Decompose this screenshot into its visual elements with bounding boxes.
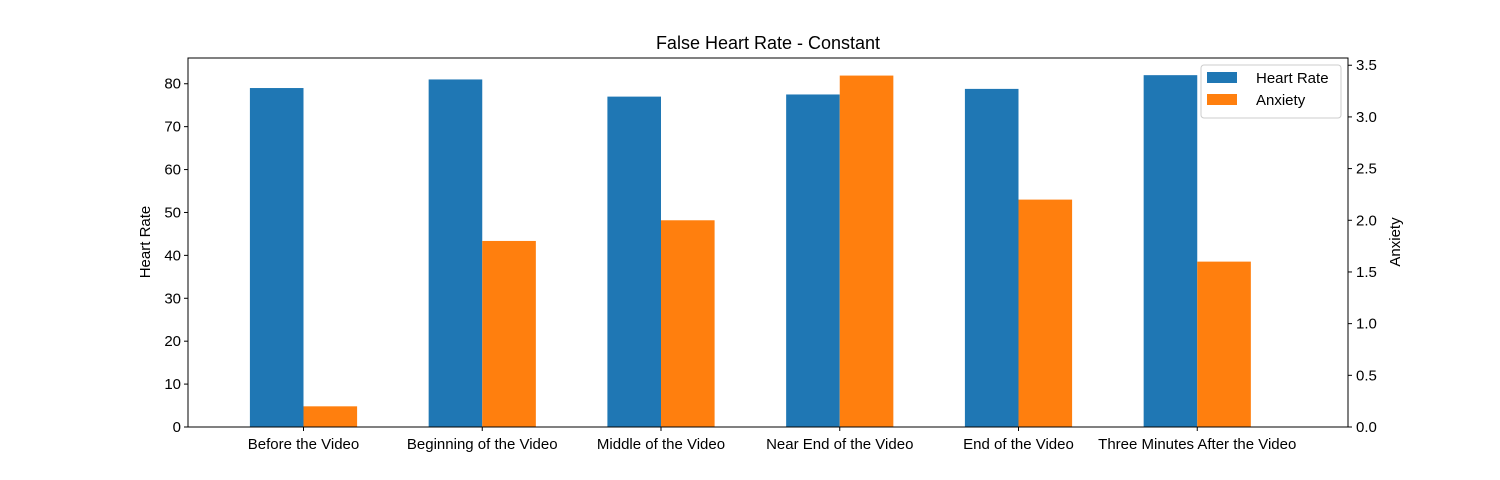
bar-heart-rate-0 xyxy=(249,88,304,427)
y-tick-label-5: 50 xyxy=(164,204,181,221)
x-tick-label-4: End of the Video xyxy=(963,436,1074,453)
y2-tick-label-3: 1.5 xyxy=(1356,264,1377,281)
y-axis-title: Heart Rate xyxy=(137,206,154,279)
x-tick-label-3: Near End of the Video xyxy=(766,436,913,453)
y2-tick-label-4: 2.0 xyxy=(1356,212,1377,229)
bar-heart-rate-5 xyxy=(1143,75,1198,428)
y-tick-label-3: 30 xyxy=(164,290,181,307)
y2-tick-label-5: 2.5 xyxy=(1356,161,1377,178)
legend-swatch-heart-rate xyxy=(1207,72,1237,83)
bar-anxiety-0 xyxy=(303,406,358,427)
right-axis: 0.0 0.5 1.0 1.5 2.0 2.5 3.0 3.5 xyxy=(1348,57,1377,436)
y2-tick-label-2: 1.0 xyxy=(1356,316,1377,333)
x-tick-label-2: Middle of the Video xyxy=(597,436,725,453)
y-tick-label-2: 20 xyxy=(164,333,181,350)
bar-heart-rate-3 xyxy=(786,94,840,427)
plot-area-frame xyxy=(187,57,1349,428)
legend-label-heart-rate: Heart Rate xyxy=(1256,70,1329,87)
left-axis: 0 10 20 30 40 50 60 70 80 xyxy=(164,76,188,436)
bar-anxiety-3 xyxy=(839,75,894,428)
y-tick-label-7: 70 xyxy=(164,119,181,136)
y2-tick-label-0: 0.0 xyxy=(1356,419,1377,436)
y-tick-label-8: 80 xyxy=(164,76,181,93)
y2-tick-label-1: 0.5 xyxy=(1356,367,1377,384)
y-tick-label-6: 60 xyxy=(164,162,181,179)
x-axis: Before the Video Beginning of the Video Mi… xyxy=(248,427,1296,453)
x-tick-label-5: Three Minutes After the Video xyxy=(1098,436,1296,453)
bar-anxiety-1 xyxy=(482,240,536,427)
y-tick-label-4: 40 xyxy=(164,247,181,264)
bar-anxiety-4 xyxy=(1018,199,1073,427)
x-tick-label-1: Beginning of the Video xyxy=(407,436,558,453)
y2-axis-title: Anxiety xyxy=(1387,217,1404,267)
y2-tick-label-6: 3.0 xyxy=(1356,109,1377,126)
bar-heart-rate-2 xyxy=(607,96,661,428)
y-tick-label-0: 0 xyxy=(173,419,181,436)
x-tick-label-0: Before the Video xyxy=(248,436,359,453)
bar-heart-rate-4 xyxy=(964,88,1019,428)
legend-swatch-anxiety xyxy=(1207,94,1237,105)
bar-heart-rate-1 xyxy=(428,79,483,427)
bar-anxiety-5 xyxy=(1197,261,1251,427)
legend: Heart Rate Anxiety xyxy=(1200,64,1342,119)
chart-title: False Heart Rate - Constant xyxy=(656,33,880,53)
legend-label-anxiety: Anxiety xyxy=(1256,92,1306,109)
y-tick-label-1: 10 xyxy=(164,376,181,393)
bar-anxiety-2 xyxy=(661,220,715,427)
bars-layer xyxy=(249,75,1251,428)
y2-tick-label-7: 3.5 xyxy=(1356,57,1377,74)
